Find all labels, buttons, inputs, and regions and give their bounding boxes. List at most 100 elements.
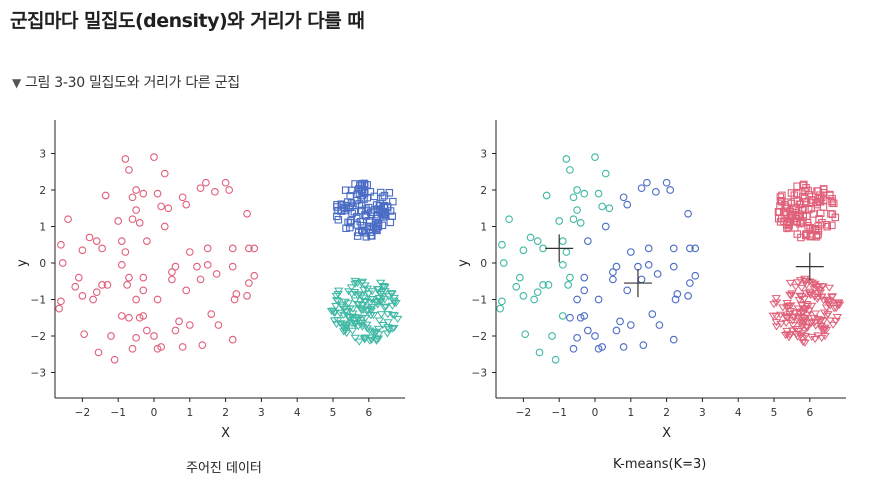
x-tick-label: 5 — [330, 407, 337, 419]
data-point — [626, 248, 635, 256]
data-point — [359, 286, 369, 294]
data-point — [784, 302, 794, 310]
x-tick-label: −2 — [516, 407, 531, 419]
data-point — [373, 325, 384, 333]
data-point — [533, 288, 542, 297]
data-point — [821, 312, 832, 320]
data-point — [329, 317, 340, 325]
data-point — [832, 313, 843, 322]
data-point — [626, 321, 635, 329]
data-point — [778, 198, 786, 206]
data-point — [785, 221, 793, 230]
data-point — [569, 215, 578, 224]
data-point — [775, 311, 786, 319]
data-point — [196, 275, 205, 284]
data-point — [822, 221, 831, 229]
data-point — [601, 169, 610, 178]
data-point — [782, 220, 791, 229]
x-tick-label: 1 — [186, 407, 193, 419]
y-tick-label: −2 — [31, 331, 46, 343]
data-point — [800, 333, 811, 341]
data-point — [358, 227, 367, 235]
data-point — [684, 292, 692, 300]
data-point — [139, 273, 148, 282]
data-point — [576, 313, 585, 322]
data-point — [245, 279, 253, 287]
data-point — [135, 219, 144, 227]
data-point — [110, 355, 119, 364]
data-point — [666, 186, 675, 194]
data-point — [573, 206, 581, 214]
x-tick-label: 1 — [627, 407, 634, 419]
data-point — [376, 311, 387, 319]
data-point — [684, 209, 692, 218]
data-point — [769, 301, 779, 309]
data-point — [378, 321, 388, 330]
x-tick-label: −1 — [551, 407, 566, 419]
data-point — [580, 189, 589, 198]
data-point — [788, 322, 798, 330]
data-point — [512, 282, 521, 291]
data-point — [389, 294, 399, 303]
data-point — [800, 339, 810, 347]
data-point — [797, 293, 807, 301]
data-point — [555, 217, 564, 225]
data-point — [92, 237, 101, 245]
data-point — [386, 207, 395, 215]
data-point — [339, 305, 349, 313]
data-point — [771, 299, 782, 307]
data-point — [637, 184, 646, 193]
data-point — [380, 203, 389, 211]
data-point — [182, 286, 191, 295]
data-point — [345, 305, 355, 313]
data-point — [799, 192, 807, 201]
data-point — [383, 293, 394, 301]
data-point — [810, 310, 821, 318]
data-point — [347, 199, 356, 207]
data-point — [55, 304, 63, 313]
data-point — [386, 218, 395, 227]
data-point — [360, 189, 369, 198]
data-point — [381, 208, 390, 217]
data-point — [379, 304, 390, 312]
data-point — [333, 287, 344, 295]
data-point — [609, 268, 617, 276]
data-point — [349, 288, 360, 297]
data-point — [542, 191, 551, 200]
data-point — [389, 297, 399, 305]
data-point — [153, 295, 162, 304]
data-point — [791, 331, 802, 339]
data-point — [139, 312, 148, 320]
y-tick-label: −3 — [31, 368, 46, 380]
data-point — [328, 307, 338, 315]
data-point — [787, 317, 798, 325]
data-point — [785, 279, 796, 287]
data-point — [686, 279, 694, 287]
data-point — [786, 211, 795, 219]
data-point — [498, 240, 506, 249]
data-point — [374, 210, 382, 219]
data-point — [815, 289, 826, 297]
y-tick-label: −3 — [472, 368, 487, 380]
data-point — [785, 291, 795, 299]
data-point — [535, 348, 544, 357]
centroid-marker — [623, 269, 652, 298]
data-point — [345, 203, 353, 212]
data-point — [353, 221, 362, 229]
data-point — [823, 222, 832, 231]
data-point — [662, 178, 671, 187]
y-tick-label: 1 — [480, 222, 487, 234]
data-point — [389, 197, 397, 206]
data-point — [817, 193, 826, 202]
data-point — [598, 343, 607, 351]
data-point — [800, 275, 810, 283]
data-point — [387, 325, 398, 333]
data-point — [370, 192, 379, 201]
data-point — [781, 319, 791, 327]
x-tick-label: 0 — [592, 407, 599, 419]
data-point — [798, 305, 808, 313]
data-point — [594, 344, 603, 353]
data-point — [168, 268, 176, 276]
x-tick-label: 3 — [699, 407, 706, 419]
data-point — [519, 292, 528, 300]
